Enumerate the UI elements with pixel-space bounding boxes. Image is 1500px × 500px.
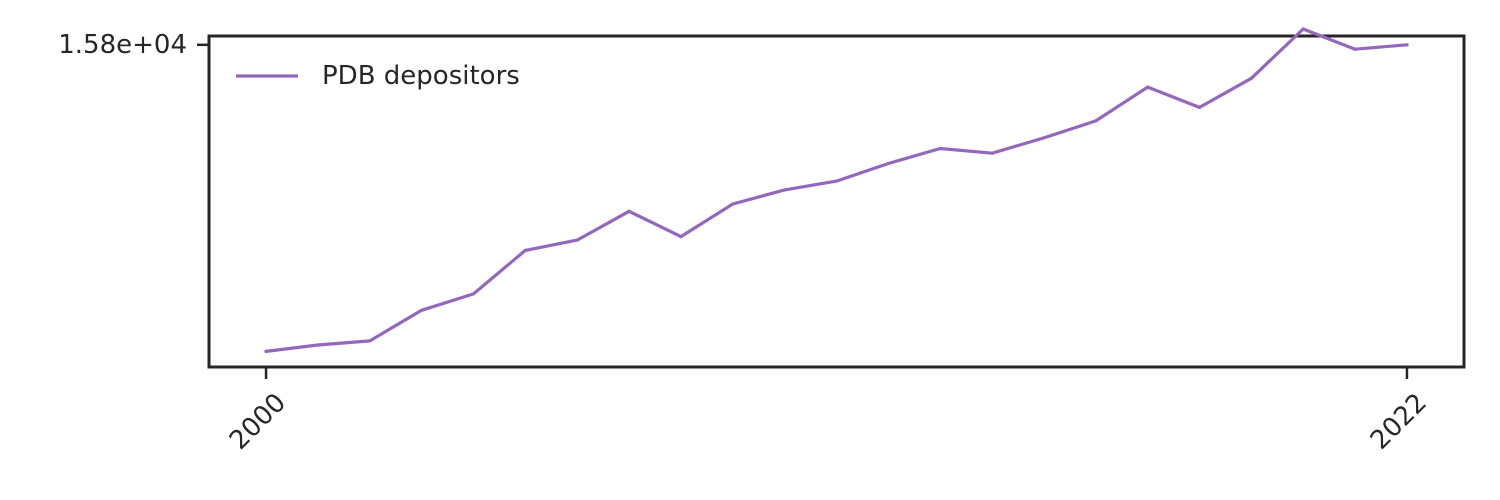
plot-frame bbox=[207, 34, 1466, 369]
y-tick-label: 1.58e+04 bbox=[58, 30, 187, 60]
data-point bbox=[938, 146, 942, 151]
data-point bbox=[783, 188, 787, 192]
x-axis: 2000 2022 bbox=[224, 367, 1433, 456]
data-point bbox=[834, 179, 839, 183]
data-point bbox=[420, 308, 424, 312]
data-point bbox=[523, 248, 527, 252]
data-point bbox=[316, 343, 320, 347]
data-point bbox=[990, 151, 994, 155]
data-point bbox=[1094, 119, 1098, 123]
legend: PDB depositors bbox=[236, 61, 520, 91]
data-point bbox=[471, 292, 476, 296]
x-tick-label: 2022 bbox=[1365, 388, 1433, 456]
data-point bbox=[1146, 85, 1150, 89]
data-point bbox=[1249, 76, 1253, 80]
series-layer bbox=[264, 27, 1409, 353]
data-point bbox=[368, 339, 372, 343]
data-point bbox=[1353, 47, 1357, 51]
data-point bbox=[575, 238, 579, 242]
x-tick-label: 2000 bbox=[224, 388, 292, 456]
data-point bbox=[1405, 43, 1409, 47]
data-point bbox=[731, 202, 735, 206]
data-point bbox=[1197, 105, 1202, 109]
plot-area bbox=[207, 34, 1466, 369]
data-point bbox=[627, 209, 631, 213]
data-point bbox=[1042, 136, 1046, 140]
data-point bbox=[886, 161, 891, 166]
y-axis: 1.58e+04 bbox=[58, 30, 209, 60]
data-point bbox=[264, 349, 268, 353]
data-point bbox=[679, 235, 683, 239]
legend-label: PDB depositors bbox=[322, 61, 520, 91]
data-point bbox=[1301, 27, 1305, 31]
